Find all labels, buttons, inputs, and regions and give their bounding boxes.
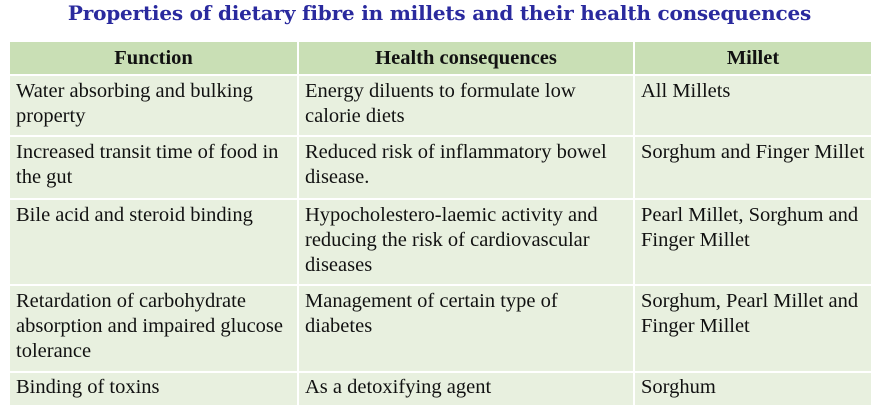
table-header-row: Function Health consequences Millet bbox=[10, 42, 873, 76]
cell-millet: Pearl Millet, Sorghum and Finger Millet bbox=[634, 199, 873, 286]
cell-health-consequence: Reduced risk of inflammatory bowel disea… bbox=[298, 136, 635, 200]
cell-health-consequence: Energy diluents to formulate low calorie… bbox=[298, 75, 635, 137]
header-function: Function bbox=[10, 42, 299, 76]
cell-millet: Sorghum, Pearl Millet and Finger Millet bbox=[634, 285, 873, 373]
cell-health-consequence: Management of certain type of diabetes bbox=[298, 285, 635, 373]
cell-function: Bile acid and steroid binding bbox=[10, 199, 299, 286]
cell-millet: All Millets bbox=[634, 75, 873, 137]
header-health-consequences: Health consequences bbox=[298, 42, 635, 76]
fibre-properties-table: Function Health consequences Millet Wate… bbox=[10, 42, 873, 407]
cell-function: Retardation of carbohydrate absorption a… bbox=[10, 285, 299, 373]
cell-millet: Sorghum and Finger Millet bbox=[634, 136, 873, 200]
table-row: Binding of toxins As a detoxifying agent… bbox=[10, 372, 873, 407]
cell-health-consequence: As a detoxifying agent bbox=[298, 372, 635, 407]
cell-function: Increased transit time of food in the gu… bbox=[10, 136, 299, 200]
table-row: Retardation of carbohydrate absorption a… bbox=[10, 285, 873, 373]
header-millet: Millet bbox=[634, 42, 873, 76]
table-row: Water absorbing and bulking property Ene… bbox=[10, 75, 873, 137]
cell-millet: Sorghum bbox=[634, 372, 873, 407]
page-title: Properties of dietary fibre in millets a… bbox=[67, 1, 812, 25]
cell-function: Water absorbing and bulking property bbox=[10, 75, 299, 137]
cell-health-consequence: Hypocholestero-laemic activity and reduc… bbox=[298, 199, 635, 286]
table-row: Increased transit time of food in the gu… bbox=[10, 136, 873, 200]
table-row: Bile acid and steroid binding Hypocholes… bbox=[10, 199, 873, 286]
cell-function: Binding of toxins bbox=[10, 372, 299, 407]
